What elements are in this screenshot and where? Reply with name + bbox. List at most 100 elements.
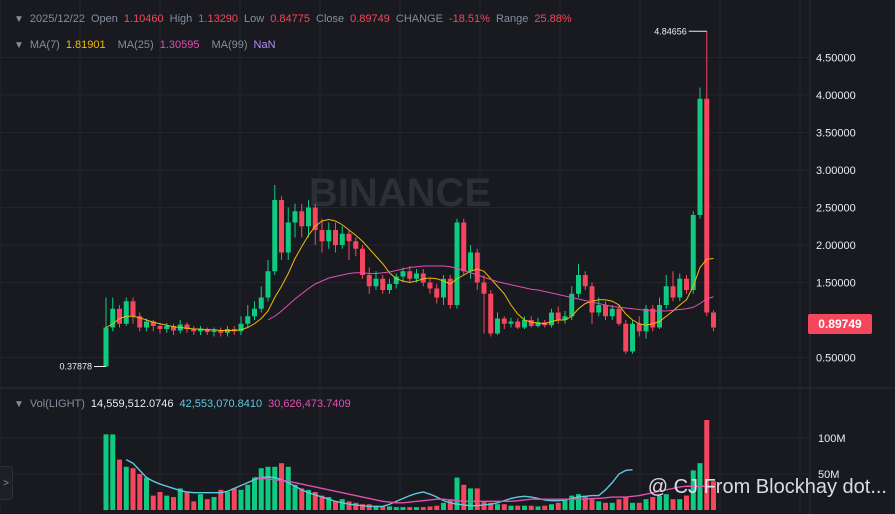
volume-bar: [684, 495, 689, 510]
volume-bar: [150, 495, 156, 510]
ma25-line: [267, 265, 714, 321]
candle-body: [414, 273, 419, 279]
candle-body: [299, 211, 305, 227]
volume-bar: [441, 502, 446, 510]
candle-body: [623, 323, 629, 352]
volume-bar: [582, 495, 588, 510]
volume-bar: [380, 506, 386, 510]
candle-body: [461, 222, 467, 272]
ma99-value: NaN: [253, 39, 276, 51]
candle-body: [454, 222, 460, 305]
candle-body: [407, 271, 413, 279]
price-tick-label: 2.50000: [816, 203, 856, 215]
candle-body: [387, 284, 392, 290]
candle-body: [643, 308, 649, 332]
volume-bar: [488, 502, 494, 510]
collapse-ma-icon[interactable]: ▼: [14, 39, 24, 51]
candle-body: [258, 297, 264, 309]
close-value: 0.89749: [350, 13, 390, 25]
volume-bar: [373, 505, 379, 510]
volume-bar: [319, 495, 325, 510]
volume-bar: [211, 497, 217, 510]
expand-panel-button[interactable]: >: [0, 466, 13, 500]
volume-bar: [711, 481, 716, 510]
volume-bar: [123, 466, 129, 510]
price-tick-label: 3.00000: [816, 165, 856, 177]
candle-body: [184, 324, 190, 329]
volume-bar: [258, 468, 264, 510]
volume-bar: [569, 495, 575, 510]
price-axis: 4.50000 4.00000 3.50000 3.00000 2.50000 2.000…: [816, 53, 856, 365]
candle-body: [171, 326, 176, 331]
candle-body: [400, 271, 406, 277]
volume-bar: [603, 502, 608, 510]
price-tick-label: 4.00000: [816, 90, 856, 102]
candle-body: [481, 282, 487, 294]
volume-bar: [252, 477, 257, 510]
high-marker-label: 4.84656: [654, 26, 687, 36]
candle-body: [218, 330, 224, 333]
candle-body: [474, 252, 480, 283]
low-label: Low: [244, 13, 265, 25]
volume-bar: [285, 466, 291, 510]
price-tick-label: 3.50000: [816, 128, 856, 140]
volume-bar: [481, 501, 487, 510]
candle-body: [677, 278, 683, 298]
candle-body: [319, 230, 325, 242]
candle-body: [117, 308, 122, 324]
volume-bar: [400, 507, 406, 510]
volume-bar: [474, 488, 480, 510]
candle-body: [380, 278, 386, 290]
volume-bar: [636, 502, 642, 510]
volume-tick-label: 50M: [818, 469, 839, 481]
candle-body: [535, 322, 541, 326]
candle-body: [690, 215, 696, 290]
volume-bar: [225, 492, 230, 510]
candle-body: [333, 230, 338, 245]
candle-body: [630, 323, 635, 352]
candle-body: [582, 275, 588, 287]
candle-body: [312, 207, 318, 230]
candle-body: [697, 98, 703, 215]
candle-body: [103, 327, 109, 367]
candle-body: [353, 241, 359, 249]
candle-body: [373, 278, 379, 287]
open-label: Open: [90, 13, 118, 25]
candle-body: [576, 275, 581, 294]
candle-body: [198, 329, 203, 332]
volume-bar: [130, 468, 136, 510]
volume-bar: [279, 463, 284, 510]
volume-bar: [542, 505, 548, 510]
volume-bar: [420, 507, 426, 510]
candle-body: [650, 308, 656, 328]
volume-bar: [117, 459, 122, 510]
collapse-vol-icon[interactable]: ▼: [14, 398, 24, 410]
author-watermark: @ CJ From Blockhay dot...: [647, 476, 887, 498]
volume-bar: [454, 477, 460, 510]
volume-bar: [690, 470, 696, 510]
candle-body: [522, 320, 527, 328]
close-label: Close: [316, 13, 345, 25]
volume-bar: [616, 499, 622, 510]
volume-bar: [515, 505, 521, 510]
candle-body: [238, 323, 244, 332]
volume-bar: [657, 495, 662, 510]
ma25-label: MA(25): [117, 39, 154, 51]
candle-body: [265, 271, 271, 298]
volume-bar: [299, 488, 305, 510]
candle-body: [245, 316, 251, 324]
low-value: 0.84775: [270, 13, 310, 25]
candle-body: [549, 312, 554, 326]
price-tick-label: 2.00000: [816, 240, 856, 252]
volume-bar: [157, 492, 163, 510]
candle-body: [252, 308, 257, 317]
volume-bar: [231, 488, 237, 510]
volume-bar: [393, 507, 399, 510]
candle-body: [447, 278, 453, 305]
volume-bar: [414, 507, 419, 510]
collapse-icon[interactable]: ▼: [14, 13, 24, 25]
candle-body: [704, 98, 710, 313]
volume-bar: [171, 497, 176, 510]
volume-bar: [562, 499, 568, 510]
